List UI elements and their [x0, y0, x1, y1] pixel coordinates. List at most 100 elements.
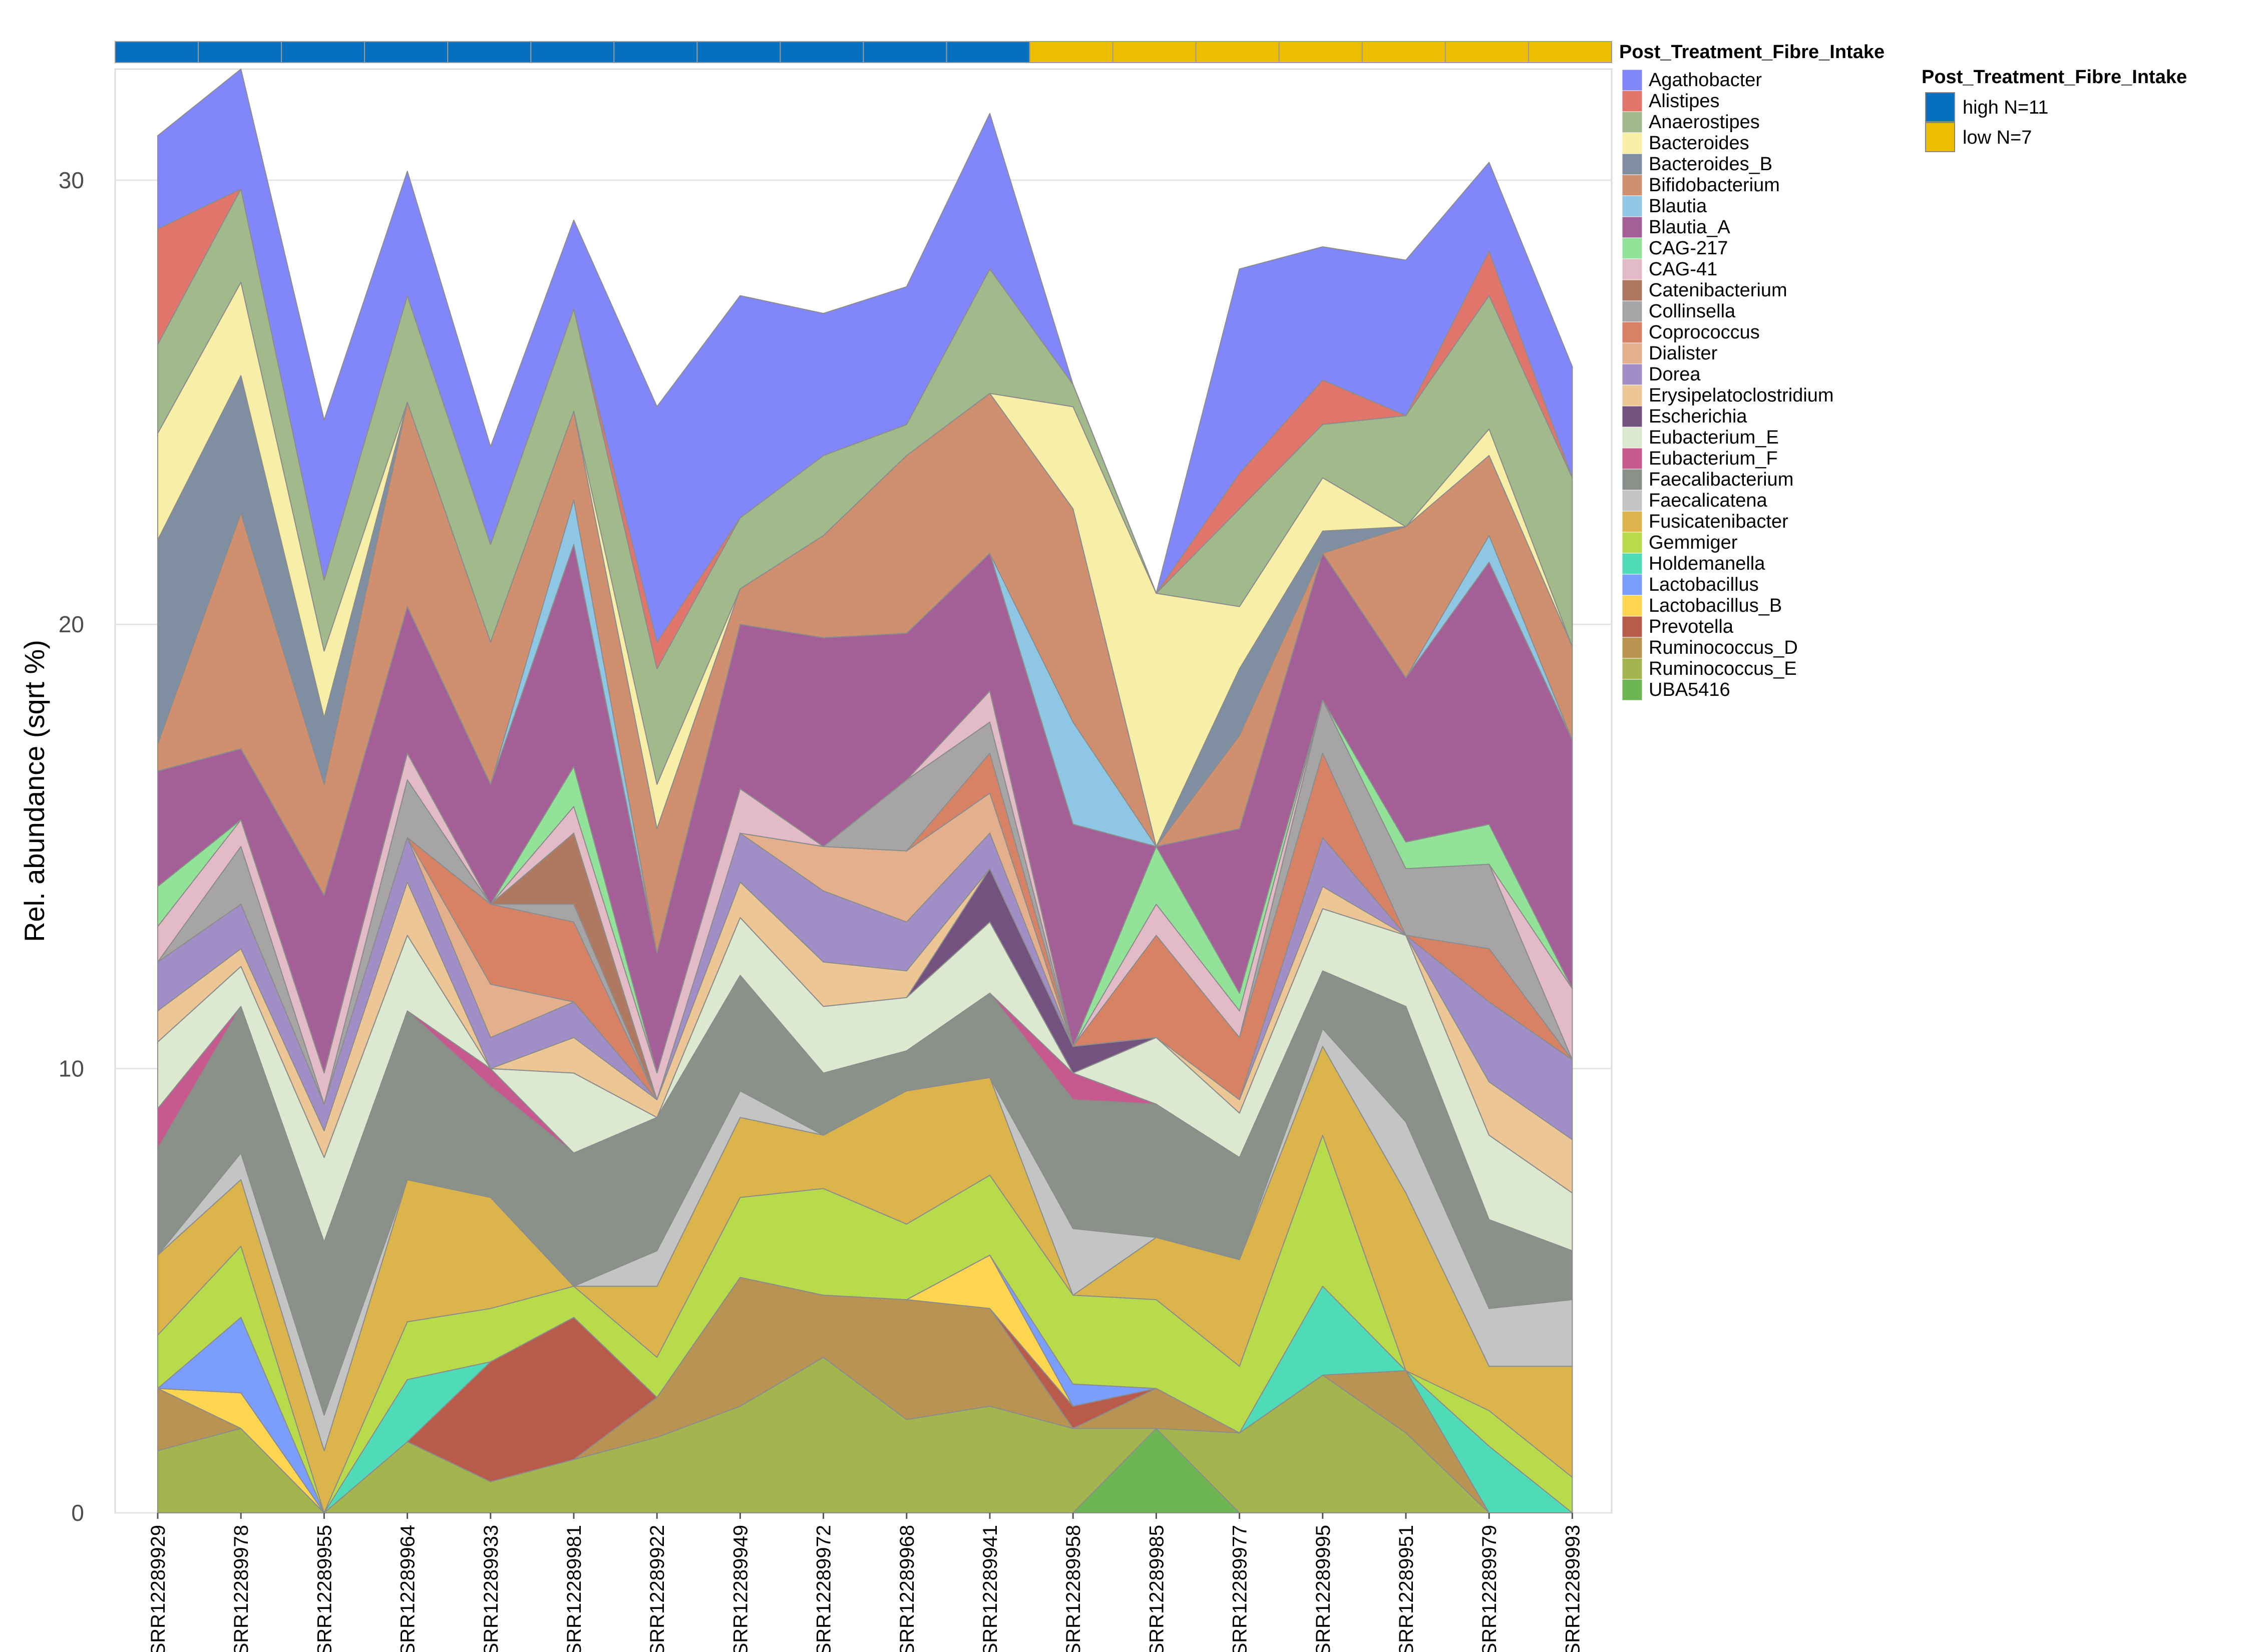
- legend-swatch: [1622, 679, 1643, 701]
- legend-label: Bifidobacterium: [1649, 175, 1780, 196]
- legend-label: Alistipes: [1649, 91, 1720, 112]
- legend-label: Blautia_A: [1649, 217, 1730, 238]
- x-tick-label: SRR12289972: [813, 1525, 835, 1652]
- legend-label: Eubacterium_F: [1649, 448, 1778, 469]
- legend-label: Dorea: [1649, 364, 1701, 385]
- stacked-areas: [157, 69, 1573, 1513]
- annotation-cell-high: [364, 41, 449, 63]
- group-legend-swatch: [1925, 92, 1955, 122]
- legend-label: Bacteroides: [1649, 133, 1749, 154]
- legend-swatch: [1622, 69, 1643, 91]
- x-tick-label: SRR12289993: [1562, 1525, 1584, 1652]
- legend-swatch: [1622, 279, 1643, 301]
- legend-label: Bacteroides_B: [1649, 154, 1772, 175]
- annotation-cell-low: [1278, 41, 1363, 63]
- annotation-cell-high: [198, 41, 282, 63]
- y-tick-label: 20: [59, 611, 84, 637]
- x-tick-label: SRR12289978: [230, 1525, 252, 1652]
- y-tick-label: 0: [71, 1500, 84, 1526]
- group-legend-label: high N=11: [1963, 97, 2048, 118]
- x-tick-label: SRR12289955: [313, 1525, 335, 1652]
- annotation-cell-low: [1112, 41, 1197, 63]
- legend-swatch: [1622, 469, 1643, 491]
- annotation-bar: [115, 41, 1612, 63]
- annotation-cell-high: [115, 41, 199, 63]
- legend-label: Ruminococcus_E: [1649, 658, 1797, 679]
- legend-swatch: [1622, 595, 1643, 617]
- legend-swatch: [1622, 321, 1643, 343]
- x-tick-label: SRR12289995: [1312, 1525, 1334, 1652]
- legend-swatch: [1622, 342, 1643, 364]
- legend-label: Collinsella: [1649, 301, 1736, 322]
- legend-label: Lactobacillus_B: [1649, 595, 1782, 616]
- legend-swatch: [1622, 384, 1643, 406]
- legend-swatch: [1622, 174, 1643, 196]
- x-tick-label: SRR12289985: [1146, 1525, 1168, 1652]
- legend-swatch: [1622, 490, 1643, 512]
- x-tick-label: SRR12289964: [397, 1525, 419, 1652]
- x-axis: SRR12289929 SRR12289978 SRR12289955 SRR1228…: [147, 1513, 1584, 1652]
- group-legend-label: low N=7: [1963, 127, 2032, 148]
- annotation-cell-high: [863, 41, 947, 63]
- x-tick-label: SRR12289951: [1395, 1525, 1417, 1652]
- x-tick-label: SRR12289922: [646, 1525, 668, 1652]
- legend-swatch: [1622, 427, 1643, 449]
- legend-label: Anaerostipes: [1649, 112, 1760, 133]
- legend-label: UBA5416: [1649, 679, 1730, 700]
- legend-swatch: [1622, 448, 1643, 470]
- legend-swatch: [1622, 300, 1643, 322]
- legend-label: Blautia: [1649, 196, 1707, 217]
- legend-swatch: [1622, 532, 1643, 554]
- legend-label: Agathobacter: [1649, 70, 1762, 91]
- y-axis: 0 10 20 30: [59, 167, 84, 1526]
- genus-legend-title: Post_Treatment_Fibre_Intake: [1619, 42, 1885, 63]
- legend-swatch: [1622, 111, 1643, 133]
- legend-swatch: [1622, 553, 1643, 575]
- x-tick-label: SRR12289977: [1229, 1525, 1251, 1652]
- legend-label: Erysipelatoclostridium: [1649, 385, 1834, 406]
- legend-swatch: [1622, 616, 1643, 638]
- group-legend: Post_Treatment_Fibre_Intake high N=11 low…: [1922, 67, 2187, 152]
- annotation-cell-low: [1029, 41, 1113, 63]
- y-tick-label: 10: [59, 1056, 84, 1082]
- x-tick-label: SRR12289958: [1062, 1525, 1084, 1652]
- x-tick-label: SRR12289979: [1478, 1525, 1500, 1652]
- legend-swatch: [1622, 153, 1643, 175]
- legend-swatch: [1622, 132, 1643, 154]
- legend-swatch: [1622, 216, 1643, 238]
- legend-swatch: [1622, 658, 1643, 680]
- legend-label: Dialister: [1649, 343, 1718, 364]
- x-tick-label: SRR12289968: [896, 1525, 918, 1652]
- annotation-cell-high: [780, 41, 864, 63]
- x-tick-label: SRR12289949: [729, 1525, 752, 1652]
- legend-label: Coprococcus: [1649, 322, 1760, 343]
- legend-swatch: [1622, 195, 1643, 217]
- y-axis-label: Rel. abundance (sqrt %): [19, 640, 50, 942]
- annotation-cell-high: [946, 41, 1030, 63]
- annotation-cell-low: [1361, 41, 1446, 63]
- legend-swatch: [1622, 258, 1643, 280]
- annotation-cell-low: [1444, 41, 1529, 63]
- legend-swatch: [1622, 511, 1643, 533]
- legend-swatch: [1622, 363, 1643, 385]
- legend-label: Escherichia: [1649, 406, 1747, 427]
- legend-label: CAG-217: [1649, 238, 1728, 259]
- annotation-cell-high: [613, 41, 698, 63]
- annotation-cell-high: [447, 41, 532, 63]
- annotation-cell-high: [696, 41, 781, 63]
- group-legend-title: Post_Treatment_Fibre_Intake: [1922, 67, 2187, 88]
- legend-swatch: [1622, 637, 1643, 659]
- legend-swatch: [1622, 574, 1643, 596]
- y-tick-label: 30: [59, 167, 84, 193]
- x-tick-label: SRR12289981: [563, 1525, 585, 1652]
- x-tick-label: SRR12289929: [147, 1525, 169, 1652]
- legend-label: CAG-41: [1649, 259, 1717, 280]
- group-legend-swatch: [1925, 122, 1955, 152]
- legend-label: Lactobacillus: [1649, 574, 1759, 595]
- legend-label: Faecalibacterium: [1649, 469, 1793, 490]
- x-tick-label: SRR12289941: [979, 1525, 1001, 1652]
- annotation-cell-low: [1528, 41, 1612, 63]
- legend-label: Fusicatenibacter: [1649, 511, 1788, 532]
- legend-label: Eubacterium_E: [1649, 427, 1779, 448]
